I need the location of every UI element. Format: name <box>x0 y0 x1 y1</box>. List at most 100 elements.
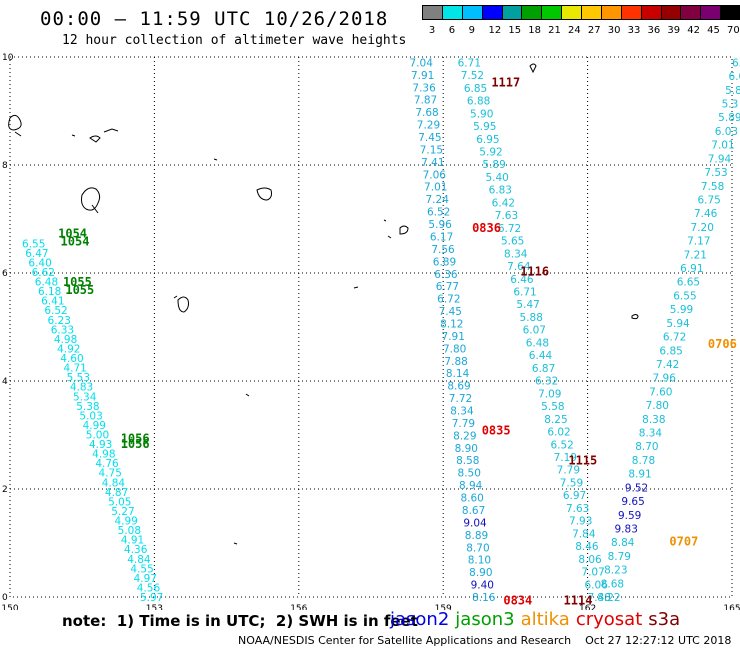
wave-height-value: 6.36 <box>434 269 458 281</box>
legend-label: 36 <box>647 25 661 36</box>
y-tick-label: 2 <box>2 485 8 495</box>
wave-height-value: 6.83 <box>489 185 512 197</box>
wave-height-value: 7.48 <box>588 592 611 604</box>
wave-height-value: 6.52 <box>427 207 450 219</box>
wave-height-value: 6.85 <box>659 345 682 357</box>
wave-height-value: 6.02 <box>547 427 570 439</box>
wave-height-value: 6.42 <box>492 197 515 209</box>
wave-height-value: 5.53 <box>67 372 90 384</box>
island-outline <box>8 114 22 137</box>
wave-height-value: 8.25 <box>544 414 567 426</box>
satellite-name: jason2 <box>390 609 450 630</box>
wave-height-value: 7.68 <box>415 107 438 119</box>
wave-height-value: 5.95 <box>473 121 496 133</box>
wave-height-value: 6.0 <box>729 71 740 83</box>
wave-height-value: 6.07 <box>523 325 546 337</box>
wave-height-value: 4.99 <box>114 516 137 528</box>
island-outline <box>213 158 218 161</box>
wave-height-value: 7.87 <box>414 95 437 107</box>
wave-height-value: 8.84 <box>611 537 635 549</box>
wave-height-value: 6.06 <box>585 579 609 591</box>
wave-height-value: 5.3 <box>722 99 739 111</box>
satellite-name: jason3 <box>455 609 515 630</box>
wave-height-value: 7.15 <box>420 144 443 156</box>
satellite-key: jason2 jason3 altika cryosat s3a <box>390 609 686 630</box>
x-tick-label: 150 <box>1 604 18 610</box>
pass-time-label: 0707 <box>669 534 698 548</box>
wave-height-value: 6.85 <box>464 83 487 95</box>
wave-height-value: 6.17 <box>430 231 453 243</box>
track-d: 6.7 6.0 5.8 5.35.89 6.03 7.017.94 7.53 7.586.75… <box>597 57 740 604</box>
wave-height-value: 7.96 <box>653 373 677 385</box>
wave-height-value: 8.29 <box>453 430 476 442</box>
island-outline <box>245 393 250 397</box>
wave-height-value: 7.36 <box>412 82 436 94</box>
wave-height-value: 7.80 <box>443 343 466 355</box>
wave-height-value: 6.55 <box>673 290 696 302</box>
wave-height-value: 6.41 <box>41 296 64 308</box>
credit-line: NOAA/NESDIS Center for Satellite Applica… <box>238 634 732 647</box>
wave-height-value: 6.40 <box>28 257 51 269</box>
units-note: note: 1) Time is in UTC; 2) SWH is in fe… <box>62 612 418 630</box>
wave-height-value: 5.92 <box>479 147 502 159</box>
legend-label: 21 <box>548 25 561 36</box>
wave-height-value: 8.58 <box>456 455 479 467</box>
wave-height-value: 5.99 <box>670 304 693 316</box>
pass-time-label: 1116 <box>520 264 549 278</box>
wave-height-value: 8.68 <box>601 578 624 590</box>
wave-height-value: 8.91 <box>628 469 651 481</box>
wave-height-value: 8.46 <box>575 541 599 553</box>
wave-height-value: 7.91 <box>411 70 434 82</box>
wave-height-value: 7.19 <box>554 452 577 464</box>
y-tick-label: 4 <box>2 377 8 387</box>
legend-label: 9 <box>468 25 476 36</box>
wave-height-value: 7.07 <box>581 567 604 579</box>
wave-height-value: 8.06 <box>578 554 602 566</box>
wave-height-value: 7.84 <box>572 528 596 540</box>
track-c: 6.717.526.856.885.905.956.955.925.895.40… <box>458 57 611 604</box>
wave-height-value: 4.87 <box>105 487 128 499</box>
island-outline <box>256 187 272 201</box>
pass-time-label: 0834 <box>503 594 532 608</box>
legend-label: 70 <box>727 25 740 36</box>
wave-height-value: 7.46 <box>694 208 718 220</box>
legend-label: 30 <box>607 25 621 36</box>
wave-height-value: 8.34 <box>450 406 474 418</box>
pass-time-label: 0706 <box>708 337 737 351</box>
wave-height-value: 7.79 <box>452 418 475 430</box>
wave-height-value: 4.71 <box>63 363 86 375</box>
y-tick-label: 0 <box>2 593 8 603</box>
wave-height-value: 7.91 <box>442 331 465 343</box>
wave-height-value: 6.55 <box>22 238 45 250</box>
wave-height-value: 5.27 <box>111 506 134 518</box>
wave-height-value: 5.38 <box>76 401 99 413</box>
satellite-name: s3a <box>648 609 681 630</box>
x-tick-label: 156 <box>290 604 307 610</box>
wave-height-value: 5.58 <box>541 401 564 413</box>
pass-time-label: 1054 <box>61 235 90 249</box>
wave-height-value: 6.52 <box>44 305 67 317</box>
wave-height-value: 7.29 <box>417 120 440 132</box>
wave-height-value: 5.88 <box>520 312 543 324</box>
wave-height-value: 8.89 <box>465 530 488 542</box>
x-tick-label: 162 <box>579 604 596 610</box>
wave-height-value: 4.99 <box>83 420 106 432</box>
wave-height-value: 7.60 <box>649 386 672 398</box>
satellite-name: cryosat <box>575 609 643 630</box>
wave-height-value: 6.89 <box>433 256 456 268</box>
wave-height-value: 7.59 <box>560 477 583 489</box>
pass-time-label: 1056 <box>121 437 150 451</box>
wave-height-value: 7.04 <box>410 57 434 69</box>
chart-title: 00:00 – 11:59 UTC 10/26/2018 <box>40 8 389 30</box>
wave-height-value: 7.45 <box>439 306 462 318</box>
wave-height-value: 7.72 <box>449 393 472 405</box>
legend-label: 33 <box>627 25 641 36</box>
wave-height-value: 8.50 <box>458 468 481 480</box>
x-tick-label: 159 <box>435 604 452 610</box>
wave-height-value: 7.20 <box>691 222 714 234</box>
wave-height-value: 7.64 <box>507 261 531 273</box>
wave-height-value: 9.65 <box>621 496 644 508</box>
wave-height-value: 4.98 <box>54 334 77 346</box>
wave-height-value: 4.93 <box>89 439 112 451</box>
